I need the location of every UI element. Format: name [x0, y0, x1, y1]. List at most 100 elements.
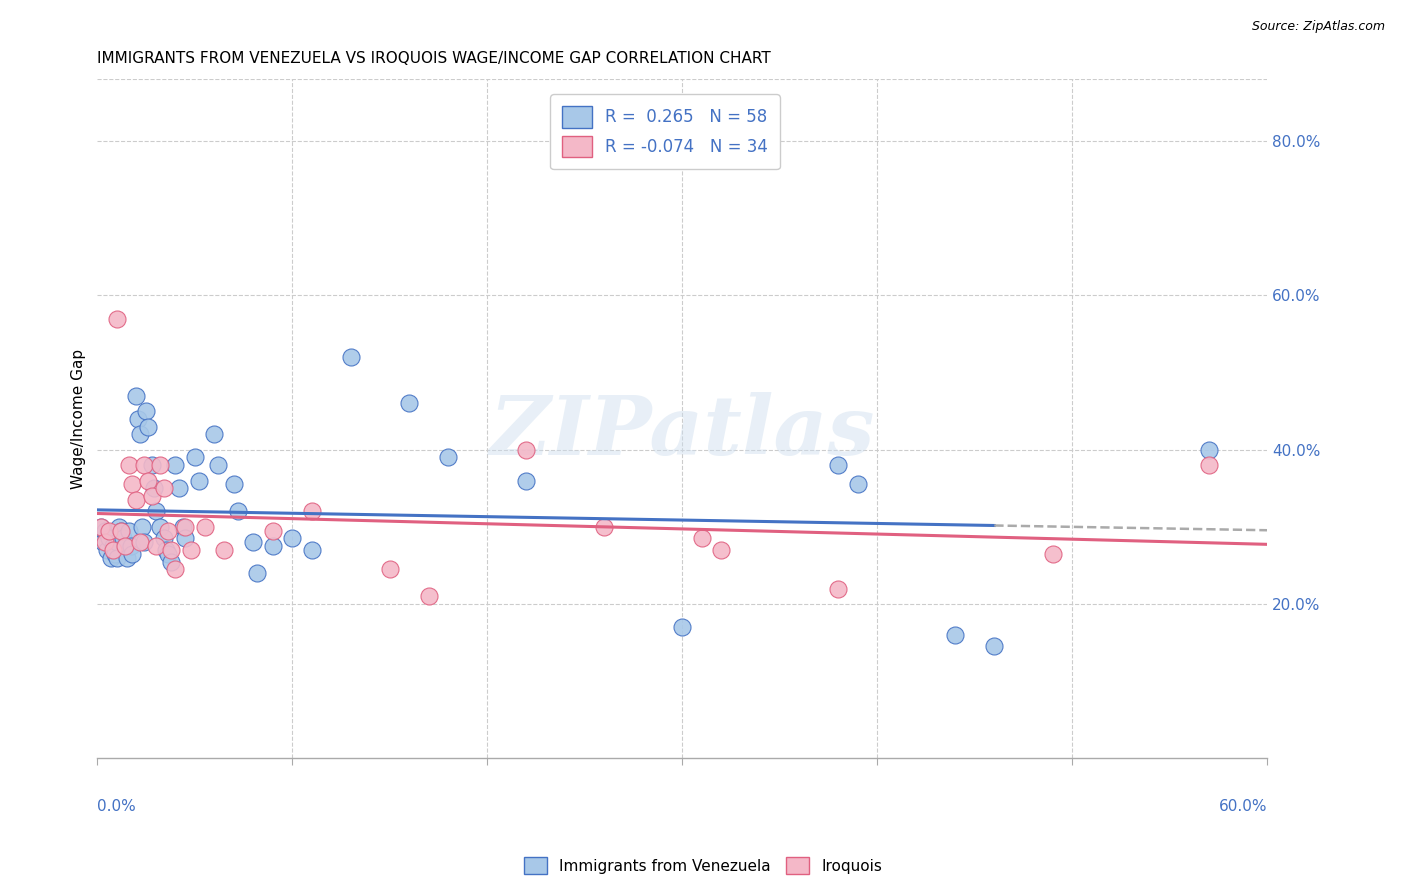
- Point: [515, 474, 537, 488]
- Point: [160, 555, 183, 569]
- Text: 60.0%: 60.0%: [1219, 799, 1267, 814]
- Point: [117, 458, 139, 472]
- Point: [127, 412, 149, 426]
- Point: [340, 350, 363, 364]
- Point: [104, 547, 127, 561]
- Point: [121, 477, 143, 491]
- Point: [105, 535, 128, 549]
- Point: [156, 524, 179, 538]
- Point: [212, 543, 235, 558]
- Point: [160, 543, 183, 558]
- Point: [172, 520, 194, 534]
- Point: [134, 535, 156, 549]
- Point: [184, 450, 207, 465]
- Point: [226, 504, 249, 518]
- Point: [105, 550, 128, 565]
- Point: [1198, 442, 1220, 457]
- Point: [378, 562, 401, 576]
- Point: [114, 539, 136, 553]
- Point: [281, 532, 304, 546]
- Point: [98, 532, 121, 546]
- Point: [187, 474, 209, 488]
- Point: [135, 404, 157, 418]
- Point: [202, 427, 225, 442]
- Text: IMMIGRANTS FROM VENEZUELA VS IROQUOIS WAGE/INCOME GAP CORRELATION CHART: IMMIGRANTS FROM VENEZUELA VS IROQUOIS WA…: [97, 51, 770, 66]
- Point: [180, 543, 202, 558]
- Point: [141, 489, 163, 503]
- Point: [242, 535, 264, 549]
- Point: [398, 396, 420, 410]
- Point: [117, 524, 139, 538]
- Point: [301, 504, 323, 518]
- Point: [165, 562, 187, 576]
- Point: [98, 524, 121, 538]
- Point: [690, 532, 713, 546]
- Point: [131, 520, 153, 534]
- Point: [111, 532, 134, 546]
- Text: ZIPatlas: ZIPatlas: [489, 392, 875, 473]
- Point: [262, 524, 284, 538]
- Legend: Immigrants from Venezuela, Iroquois: Immigrants from Venezuela, Iroquois: [517, 851, 889, 880]
- Point: [515, 442, 537, 457]
- Point: [129, 427, 152, 442]
- Point: [115, 550, 138, 565]
- Point: [107, 520, 129, 534]
- Point: [194, 520, 217, 534]
- Point: [114, 539, 136, 553]
- Point: [246, 566, 269, 581]
- Point: [142, 481, 165, 495]
- Point: [134, 458, 156, 472]
- Point: [101, 539, 124, 553]
- Point: [125, 389, 148, 403]
- Point: [94, 524, 117, 538]
- Point: [149, 458, 172, 472]
- Point: [301, 543, 323, 558]
- Text: Source: ZipAtlas.com: Source: ZipAtlas.com: [1251, 20, 1385, 33]
- Point: [120, 539, 142, 553]
- Point: [262, 539, 284, 553]
- Point: [105, 311, 128, 326]
- Point: [149, 520, 172, 534]
- Point: [437, 450, 460, 465]
- Point: [152, 481, 174, 495]
- Point: [110, 524, 132, 538]
- Point: [222, 477, 245, 491]
- Point: [827, 582, 849, 596]
- Point: [1042, 547, 1064, 561]
- Point: [94, 535, 117, 549]
- Point: [152, 532, 174, 546]
- Point: [125, 492, 148, 507]
- Point: [174, 532, 197, 546]
- Text: 0.0%: 0.0%: [97, 799, 136, 814]
- Point: [101, 543, 124, 558]
- Legend: R =  0.265   N = 58, R = -0.074   N = 34: R = 0.265 N = 58, R = -0.074 N = 34: [550, 95, 780, 169]
- Point: [155, 543, 177, 558]
- Point: [141, 458, 163, 472]
- Point: [96, 543, 118, 558]
- Y-axis label: Wage/Income Gap: Wage/Income Gap: [72, 349, 86, 489]
- Point: [943, 628, 966, 642]
- Point: [91, 535, 114, 549]
- Point: [174, 520, 197, 534]
- Point: [90, 520, 112, 534]
- Point: [136, 419, 159, 434]
- Point: [710, 543, 733, 558]
- Point: [165, 458, 187, 472]
- Point: [207, 458, 229, 472]
- Point: [156, 547, 179, 561]
- Point: [90, 520, 112, 534]
- Point: [167, 481, 190, 495]
- Point: [121, 547, 143, 561]
- Point: [418, 590, 440, 604]
- Point: [827, 458, 849, 472]
- Point: [671, 620, 693, 634]
- Point: [593, 520, 616, 534]
- Point: [129, 535, 152, 549]
- Point: [983, 640, 1005, 654]
- Point: [136, 474, 159, 488]
- Point: [1198, 458, 1220, 472]
- Point: [145, 504, 167, 518]
- Point: [846, 477, 869, 491]
- Point: [110, 524, 132, 538]
- Point: [145, 539, 167, 553]
